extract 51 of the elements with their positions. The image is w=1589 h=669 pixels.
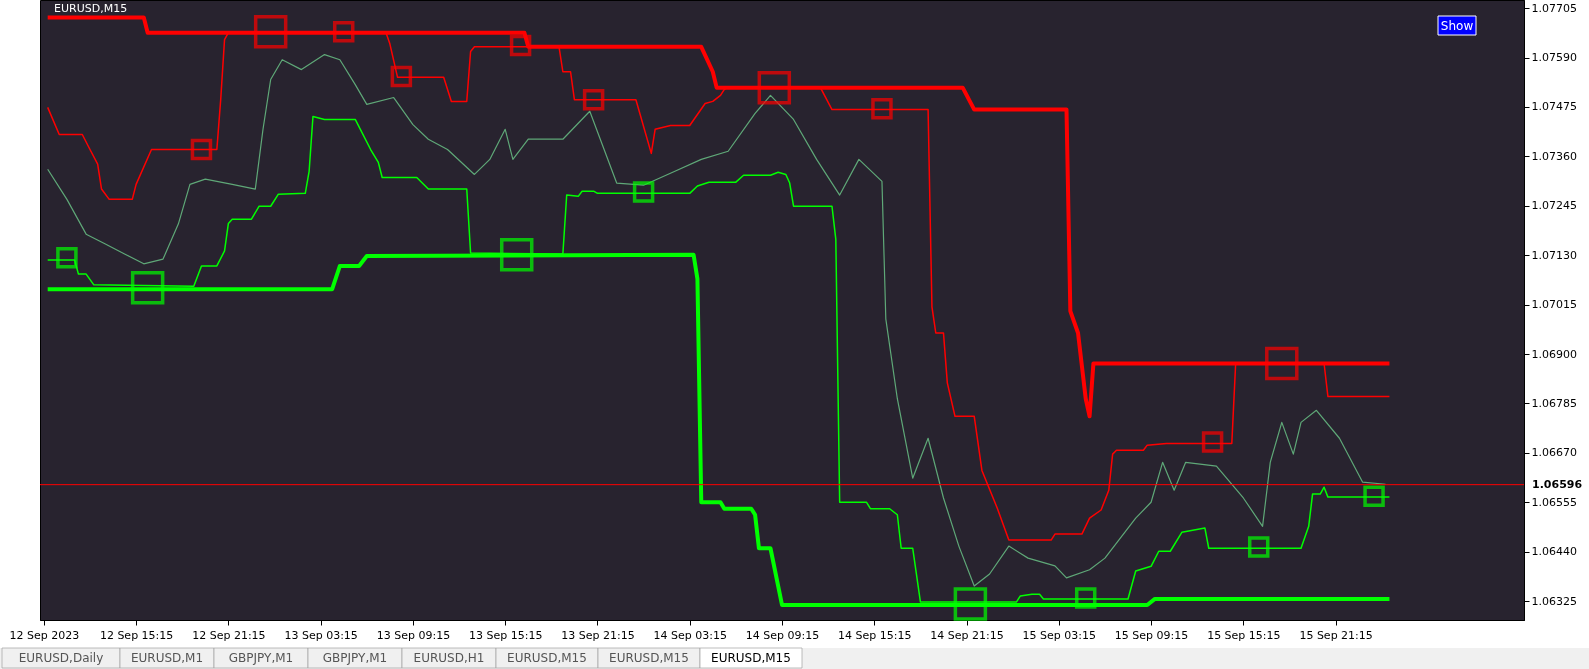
y-tick-label: 1.07015	[1531, 298, 1577, 312]
x-tick-label: 14 Sep 09:15	[745, 628, 820, 642]
point	[332, 21, 355, 43]
x-tick-label: 13 Sep 15:15	[468, 628, 543, 642]
x-tick-label: 12 Sep 21:15	[192, 628, 266, 642]
x-tick-label: 15 Sep 03:15	[1022, 628, 1097, 642]
x-tick-label: 13 Sep 03:15	[284, 628, 358, 642]
x-tick-label: 14 Sep 15:15	[838, 628, 912, 642]
y-tick-label: 1.07475	[1531, 100, 1577, 114]
point	[871, 97, 893, 120]
text: GBPJPY,M1	[228, 651, 294, 665]
y-tick-label: 1.06670	[1531, 446, 1577, 460]
x-tick-label: 15 Sep 21:15	[1299, 628, 1373, 642]
x-tick-label: 12 Sep 2023	[9, 628, 80, 642]
y-tick-label: 1.06785	[1531, 396, 1577, 410]
y-tick-label: 1.07705	[1531, 1, 1577, 15]
x-tick-label: 15 Sep 09:15	[1114, 628, 1189, 642]
text: EURUSD,M15	[507, 651, 587, 665]
point	[1247, 536, 1270, 558]
text: EURUSD,H1	[413, 651, 485, 665]
y-tick-label: 1.06555	[1531, 495, 1577, 509]
x-tick-label: 14 Sep 21:15	[930, 628, 1004, 642]
point	[190, 138, 213, 161]
y-tick-label: 1.07245	[1531, 199, 1577, 213]
y-tick-label: 1.06325	[1531, 594, 1577, 608]
y-tick-label: 1.07130	[1531, 248, 1577, 262]
point	[56, 247, 78, 269]
chart-title: EURUSD,M15	[54, 2, 128, 15]
point	[509, 34, 532, 57]
x-tick-label: 13 Sep 09:15	[376, 628, 451, 642]
y-tick-label: 1.06440	[1531, 545, 1577, 559]
text: GBPJPY,M1	[322, 651, 388, 665]
y-tick-label: 1.06900	[1531, 347, 1577, 361]
ref-line-label: 1.06596	[1532, 477, 1583, 491]
point	[1201, 431, 1224, 453]
point	[582, 88, 605, 111]
y-tick-label: 1.07590	[1531, 51, 1577, 65]
text: EURUSD,M15	[609, 651, 689, 665]
y-tick-label: 1.07360	[1531, 149, 1577, 163]
point	[1074, 587, 1097, 609]
x-tick-label: 14 Sep 03:15	[653, 628, 727, 642]
text: EURUSD,M1	[130, 651, 204, 665]
text: EURUSD,Daily	[18, 651, 104, 665]
text: EURUSD,M15	[711, 651, 791, 665]
point	[390, 65, 413, 88]
x-tick-label: 13 Sep 21:15	[561, 628, 635, 642]
x-tick-label: 15 Sep 15:15	[1207, 628, 1281, 642]
x-tick-label: 12 Sep 15:15	[99, 628, 174, 642]
point	[1363, 485, 1385, 508]
point	[632, 181, 655, 203]
annotation: Show	[1440, 19, 1474, 33]
